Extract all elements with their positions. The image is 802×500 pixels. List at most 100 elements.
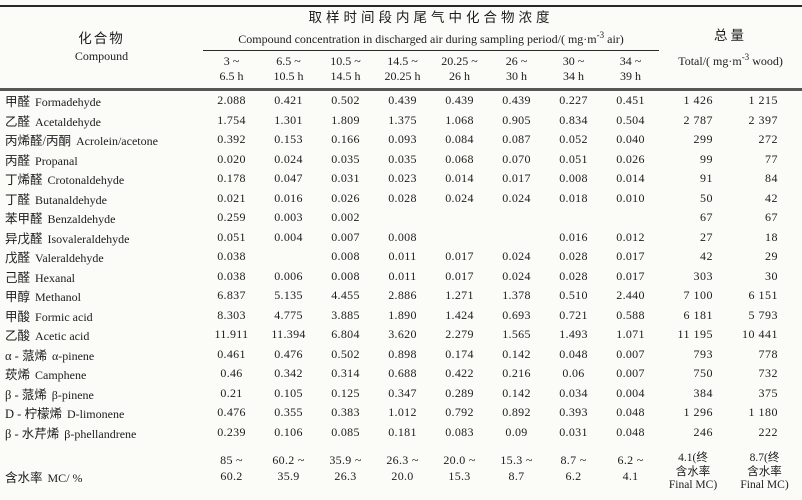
compound-name-en: Propanal [35,153,78,168]
compound-name-en: Benzaldehyde [47,212,116,227]
concentration-cell: 0.007 [616,366,645,381]
concentration-cell: 0.006 [274,268,303,283]
concentration-cell: 0.008 [331,268,360,283]
compound-name-en: Valeraldehyde [35,251,104,266]
concentration-cell: 1.301 [274,112,303,127]
concentration-cell: 0.017 [502,171,531,186]
concentration-cell: 0.239 [217,424,246,439]
total-wood-cell: 18 [765,229,779,244]
compound-name-cell: α - 蒎烯 α-pinene [0,345,203,365]
compound-concentration-table: 化合物 Compound 取样时间段内尾气中化合物浓度 Compound con… [0,5,802,500]
concentration-cell: 0.289 [445,385,474,400]
concentration-cell: 2.088 [217,93,246,108]
compound-name-en: Formic acid [35,309,93,324]
mc-range-start: 8.7 ~ [560,453,587,467]
compound-name-cell: β - 蒎烯 β-pinene [0,384,203,404]
compound-name-cn: 丙烯醛/丙酮 [5,134,71,149]
table-row: 乙酸 Acetic acid 11.911 11.394 6.804 3.620 2.279… [0,325,802,345]
total-wood-cell: 272 [758,132,779,147]
concentration-cell: 0.834 [559,112,588,127]
concentration-cell: 0.166 [331,132,360,147]
compound-name-cn: D - 柠檬烯 [5,407,62,422]
concentration-cell: 0.011 [388,268,417,283]
concentration-cell: 0.012 [616,229,645,244]
concentration-cell: 8.303 [217,307,246,322]
table-row: 丙醛 Propanal 0.020 0.024 0.035 0.035 0.068 0.070… [0,150,802,170]
table-row: 乙醛 Acetaldehyde 1.754 1.301 1.809 1.375 1.068 0… [0,111,802,131]
concentration-cell: 0.09 [505,424,528,439]
mc-range-end: 15.3 [448,469,471,483]
compound-name-cn: β - 水芹烯 [5,426,60,441]
compound-name-cn: 己醛 [5,270,31,285]
concentration-cell: 0.105 [274,385,303,400]
concentration-cell: 0.026 [331,190,360,205]
concentration-cell: 0.008 [331,249,360,264]
mc-range-start: 35.9 ~ [329,453,362,467]
compound-name-cell: 丁烯醛 Crotonaldehyde [0,169,203,189]
compound-name-cn: 异戊醛 [5,231,43,246]
table-row: D - 柠檬烯 D-limonene 0.476 0.355 0.383 1.012 0.7… [0,403,802,423]
concentration-cell: 4.775 [274,307,303,322]
concentration-cell: 0.028 [559,249,588,264]
concentration-cell: 1.565 [502,327,531,342]
total-air-cell: 50 [700,190,714,205]
compound-name-en: D-limonene [66,407,125,422]
compound-name-cn: 苯甲醛 [5,212,43,227]
concentration-cell: 0.016 [559,229,588,244]
table-row: 苯甲醛 Benzaldehyde 0.259 0.003 0.002 67 67 [0,208,802,228]
concentration-cell: 0.007 [616,346,645,361]
compound-name-cell: 戊醛 Valeraldehyde [0,247,203,267]
compound-name-en: Formadehyde [35,95,101,110]
total-wood-cell: 1 215 [748,93,779,108]
compound-name-cell: 丙烯醛/丙酮 Acrolein/acetone [0,130,203,150]
compound-name-en: β-pinene [51,387,94,402]
time-range-start: 10.5 ~ [330,54,361,68]
concentration-cell: 1.890 [388,307,417,322]
concentration-cell: 0.142 [502,385,531,400]
concentration-cell: 0.421 [274,93,303,108]
concentration-cell: 0.026 [616,151,645,166]
table-header: 化合物 Compound 取样时间段内尾气中化合物浓度 Compound con… [0,6,802,90]
concentration-cell: 0.048 [616,405,645,420]
table-row: 丁醛 Butanaldehyde 0.021 0.016 0.026 0.028 0.024… [0,189,802,209]
column-group-concentration: 取样时间段内尾气中化合物浓度 Compound concentration in… [203,6,660,51]
concentration-cell: 1.754 [217,112,246,127]
time-range-start: 20.25 ~ [441,54,478,68]
concentration-cell: 11.394 [271,327,306,342]
time-range-start: 3 ~ [223,54,240,68]
concentration-cell: 0.178 [217,171,246,186]
mc-range-start: 20.0 ~ [443,453,476,467]
concentration-cell: 2.440 [616,288,645,303]
compound-name-cn: 戊醛 [5,251,31,266]
concentration-cell: 0.031 [559,424,588,439]
concentration-cell: 0.46 [220,366,243,381]
concentration-cell [260,247,317,267]
concentration-cell: 1.375 [388,112,417,127]
concentration-cell: 0.014 [445,171,474,186]
total-wood-cell: 222 [758,424,779,439]
table-row: 戊醛 Valeraldehyde 0.038 0.008 0.011 0.017 0.024… [0,247,802,267]
concentration-cell: 0.476 [217,405,246,420]
compound-name-cell: D - 柠檬烯 D-limonene [0,403,203,423]
concentration-cell: 0.023 [388,171,417,186]
concentration-cell: 0.084 [445,132,474,147]
moisture-content-label-cn: 含水率 [5,470,43,485]
concentration-cell: 0.031 [331,171,360,186]
concentration-cell: 0.040 [616,132,645,147]
concentration-cell: 0.051 [559,151,588,166]
mc-range-end: 6.2 [565,469,582,483]
concentration-cell: 1.068 [445,112,474,127]
mc-range-start: 85 ~ [220,453,243,467]
total-wood-cell: 2 397 [748,112,779,127]
compound-name-cn: 乙醛 [5,114,31,129]
compound-name-cn: 丁醛 [5,192,31,207]
concentration-cell: 0.028 [388,190,417,205]
compound-name-en: Methanol [35,290,82,305]
table-row: 异戊醛 Isovaleraldehyde 0.051 0.004 0.007 0.008 0… [0,228,802,248]
concentration-cell: 0.216 [502,366,531,381]
concentration-cell: 1.809 [331,112,360,127]
concentration-cell: 0.083 [445,424,474,439]
concentration-cell: 0.016 [274,190,303,205]
column-header-time-period: 26 ~30 h [488,51,545,90]
concentration-cell: 0.021 [217,190,246,205]
